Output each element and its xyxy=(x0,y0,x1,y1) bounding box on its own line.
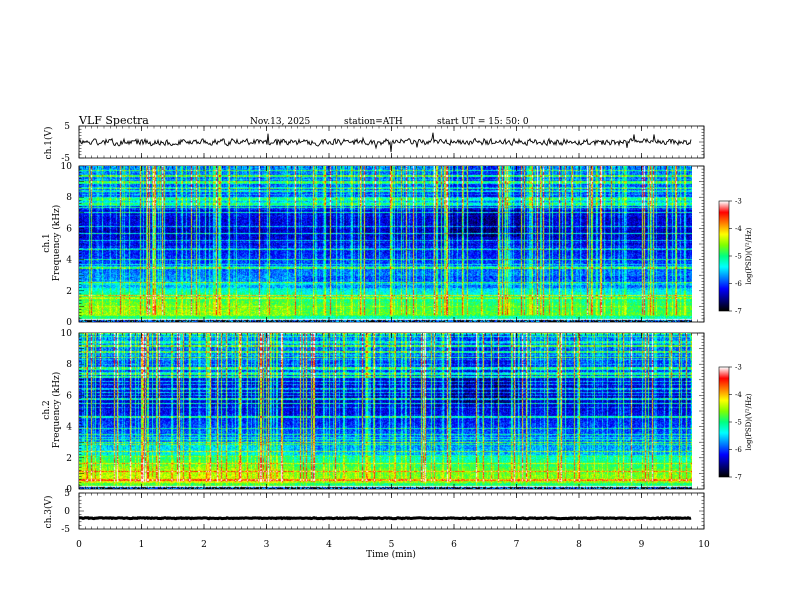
ch1-ytick-top: 5 xyxy=(64,122,70,132)
colorbar-tick-label: -3 xyxy=(735,198,742,206)
ch1-ytick-bottom: -5 xyxy=(61,154,70,164)
ch3-ytick-label: 5 xyxy=(64,489,70,499)
colorbar-tick-label: -4 xyxy=(735,225,742,233)
colorbar-tick-label: -3 xyxy=(735,364,742,372)
x-tick-label: 3 xyxy=(264,540,270,550)
x-tick-label: 4 xyxy=(326,540,332,550)
spec-ytick-label: 0 xyxy=(66,318,72,328)
ch3-waveform-frame xyxy=(78,492,705,530)
ch1-spectrogram-image xyxy=(79,166,692,322)
ch2-colorbar-label: log(PSD)(V²/Hz) xyxy=(745,393,753,450)
ch3-ylabel: ch.3(V) xyxy=(43,496,54,529)
x-tick-label: 0 xyxy=(76,540,82,550)
colorbar-tick-label: -6 xyxy=(735,280,742,288)
x-tick-label: 9 xyxy=(639,540,645,550)
spec-ytick-label: 6 xyxy=(66,224,72,234)
colorbar-tick-label: -6 xyxy=(735,446,742,454)
figure-title: VLF Spectra xyxy=(78,114,149,127)
ch3-ytick-label: 0 xyxy=(64,507,70,517)
colorbar-tick-label: -5 xyxy=(735,253,742,261)
spec-ytick-label: 10 xyxy=(61,329,73,339)
ch1-colorbar xyxy=(719,201,729,311)
spec-ytick-label: 2 xyxy=(66,287,72,297)
spec-ytick-label: 10 xyxy=(61,162,73,172)
x-tick-label: 10 xyxy=(698,540,710,550)
spec-ytick-label: 8 xyxy=(66,193,72,203)
spec-ytick-label: 8 xyxy=(66,360,72,370)
colorbar-tick-label: -4 xyxy=(735,391,742,399)
x-tick-label: 8 xyxy=(576,540,582,550)
ch2-spectrogram-image xyxy=(79,333,692,489)
ch1-ylabel: ch.1(V) xyxy=(43,127,54,160)
x-axis-label: Time (min) xyxy=(366,549,416,560)
ch3-waveform-panel: 5 0 -5 ch.3(V) xyxy=(43,489,705,535)
date-label: Nov.13, 2025 xyxy=(250,117,311,127)
ch1-waveform-panel: 5 -5 ch.1(V) xyxy=(43,122,705,164)
spec-ytick-label: 4 xyxy=(66,423,72,433)
ch1-waveform-frame xyxy=(78,125,705,159)
ch2-spec-ylabel-frequency: Frequency (kHz) xyxy=(51,372,62,449)
spec-ytick-label: 4 xyxy=(66,256,72,266)
colorbar-tick-label: -5 xyxy=(735,419,742,427)
spec-ytick-label: 0 xyxy=(66,485,72,495)
x-tick-label: 1 xyxy=(139,540,145,550)
ch1-spec-ylabel-frequency: Frequency (kHz) xyxy=(51,205,62,282)
spec-ytick-label: 6 xyxy=(66,391,72,401)
station-label: station=ATH xyxy=(344,117,403,127)
x-tick-label: 5 xyxy=(389,540,395,550)
x-tick-label: 2 xyxy=(201,540,207,550)
ch2-colorbar xyxy=(719,367,729,477)
start-time-label: start UT = 15: 50: 0 xyxy=(437,117,529,127)
ch1-colorbar-label: log(PSD)(V²/Hz) xyxy=(745,227,753,284)
spec-ytick-label: 2 xyxy=(66,454,72,464)
ch1-spec-ylabel-channel: ch.1 xyxy=(42,233,52,252)
x-tick-label: 6 xyxy=(451,540,457,550)
ch2-spec-ylabel-channel: ch.2 xyxy=(42,400,52,419)
x-tick-label: 7 xyxy=(514,540,520,550)
ch3-ytick-label: -5 xyxy=(61,525,70,535)
ch1-waveform-line xyxy=(78,132,692,153)
colorbar-tick-label: -7 xyxy=(735,308,742,316)
colorbar-tick-label: -7 xyxy=(735,474,742,482)
ch3-waveform-line xyxy=(78,516,692,521)
